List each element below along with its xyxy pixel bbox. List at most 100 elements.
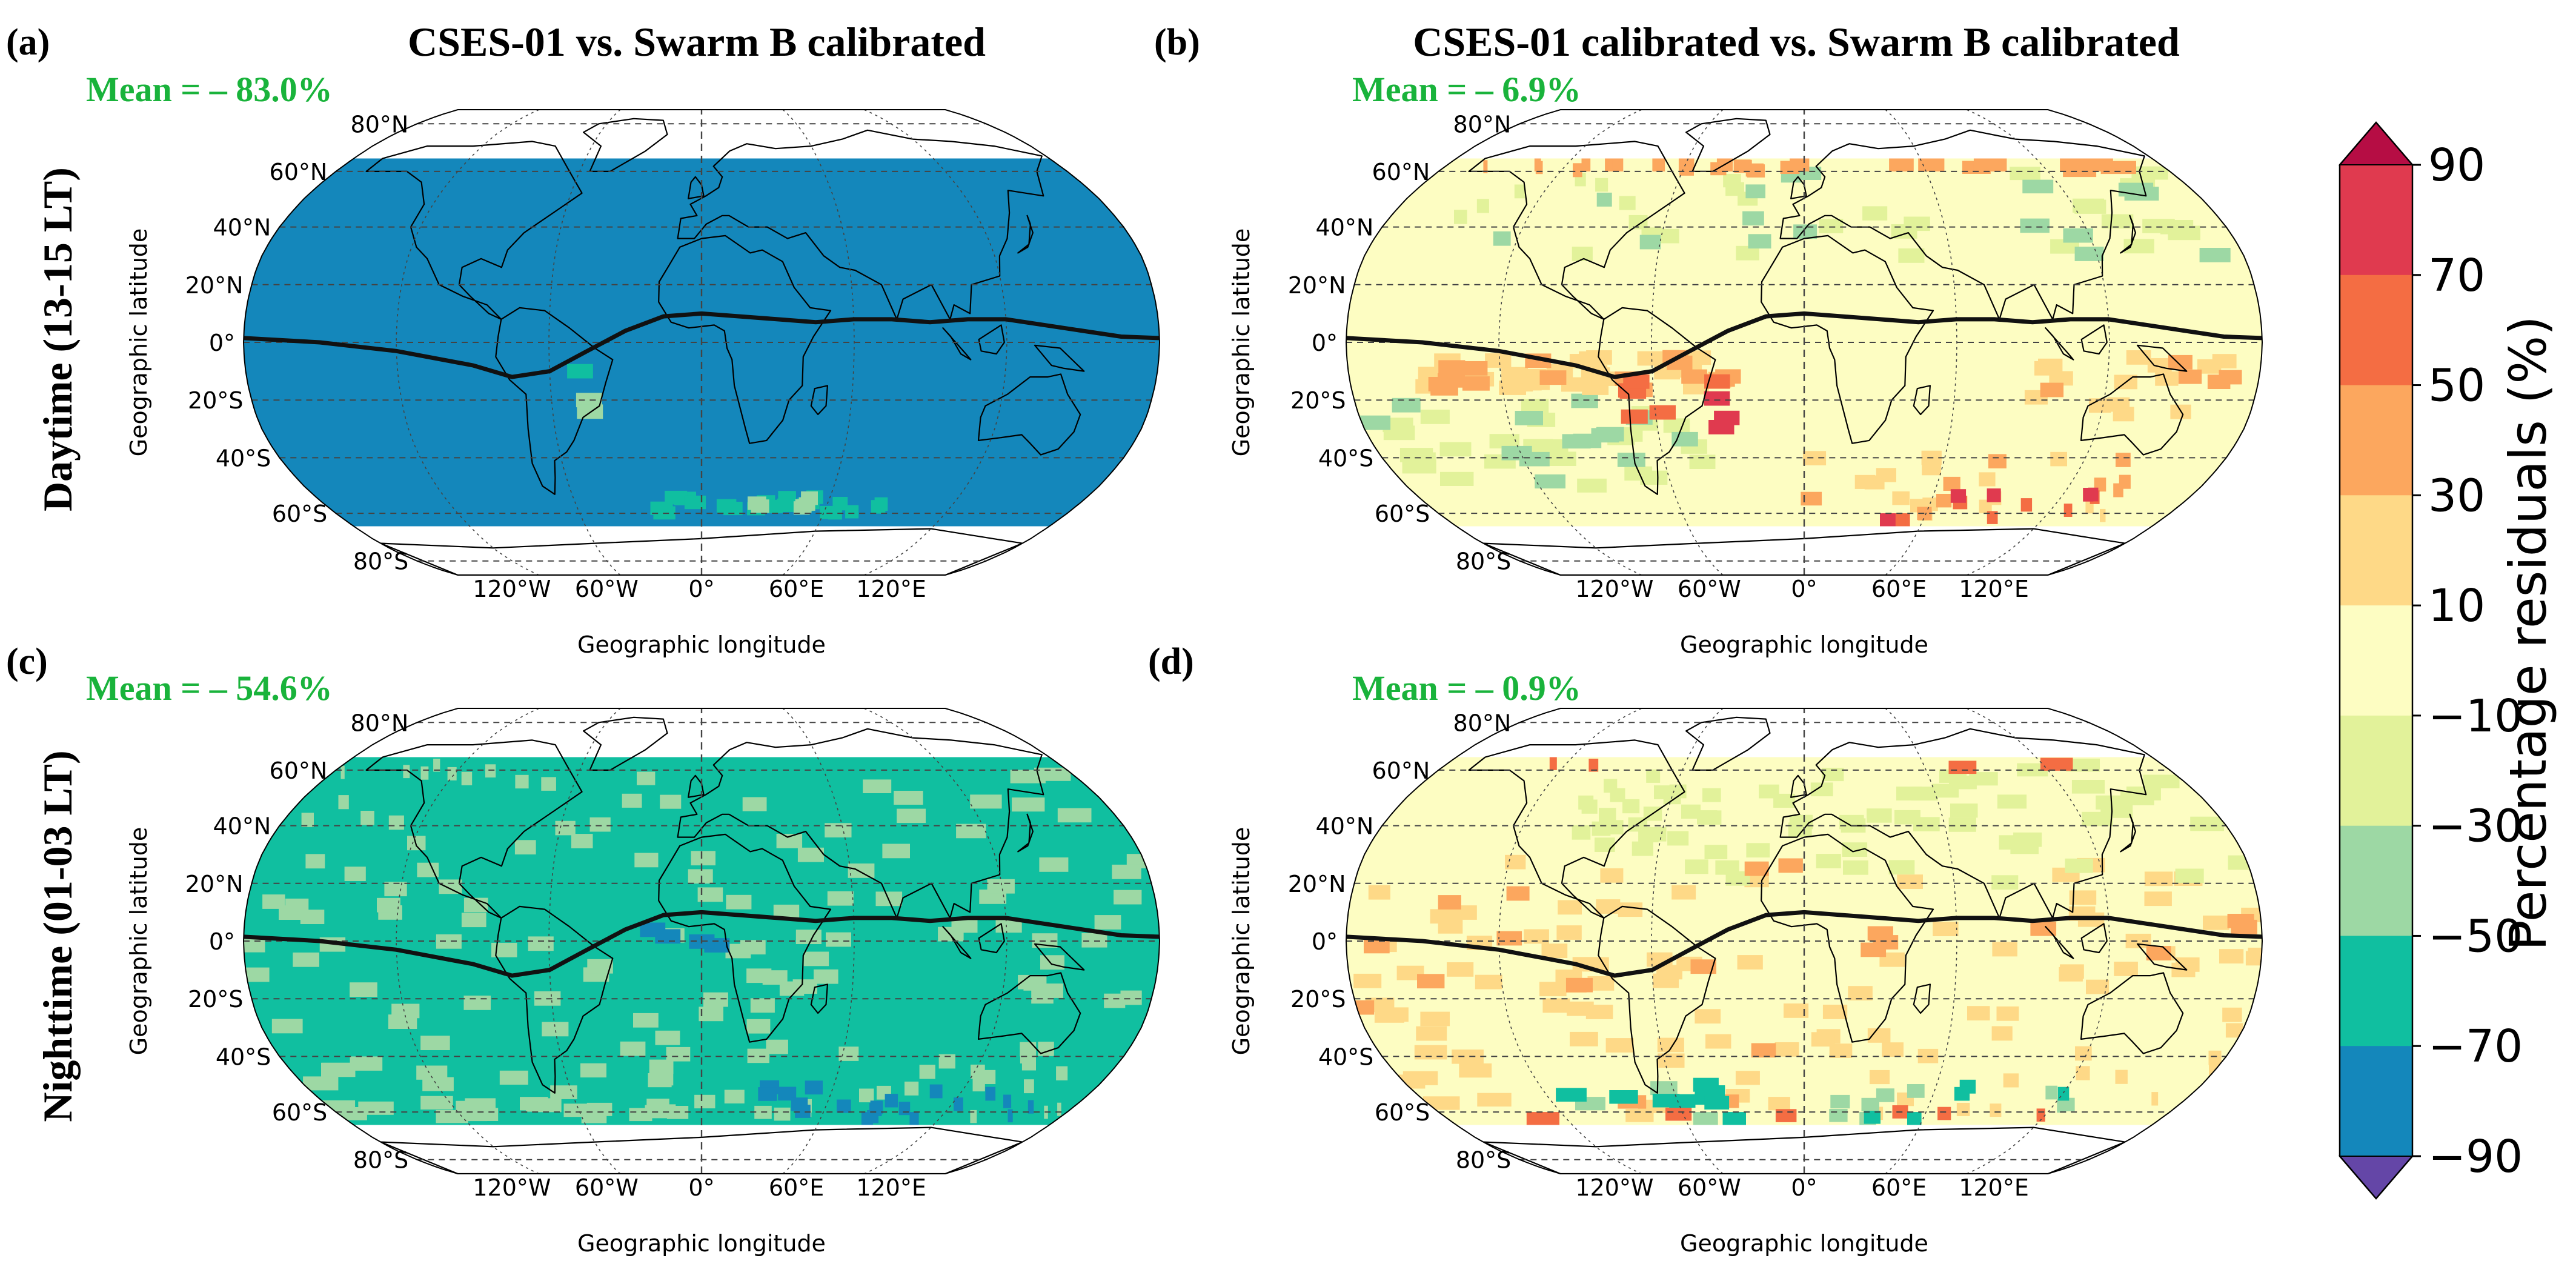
data-cell: [1496, 931, 1522, 946]
lat-tick-label: 60°S: [272, 1099, 327, 1126]
data-cell: [1646, 769, 1661, 783]
data-cell: [1565, 977, 1593, 993]
data-cell: [1595, 837, 1615, 852]
data-cell: [1539, 982, 1567, 997]
title-a: CSES-01 vs. Swarm B calibrated: [408, 19, 986, 65]
colorbar: 90 70 50 30 10 −10 −30 −50 −70 −90: [2338, 121, 2523, 1200]
data-cell: [1588, 759, 1599, 772]
data-cell: [1619, 196, 1636, 210]
data-cell: [1605, 158, 1615, 171]
lon-gridline: [1498, 110, 1642, 575]
data-cell: [1364, 939, 1390, 954]
data-cell: [1024, 1079, 1034, 1094]
data-cell: [1704, 845, 1728, 859]
data-cell: [1704, 1096, 1730, 1110]
data-cell: [972, 1077, 985, 1092]
data-cell: [1057, 1102, 1061, 1116]
data-cell: [1604, 779, 1618, 793]
data-cell: [1950, 489, 1967, 503]
data-cell: [2038, 358, 2063, 373]
lat-tick-label: 40°N: [1316, 215, 1374, 241]
data-cell: [1876, 1088, 1894, 1102]
data-cell: [1094, 915, 1121, 930]
data-cell: [956, 824, 986, 839]
coastline: [2080, 324, 2108, 355]
colorbar-tick-label: 90: [2428, 139, 2485, 191]
data-cell: [2124, 187, 2159, 201]
lon-tick-label: 60°W: [1678, 576, 1741, 602]
data-cell: [262, 894, 285, 909]
data-cell: [909, 1112, 919, 1125]
row-label-daytime: Daytime (13-15 LT): [35, 167, 81, 511]
data-cell: [2209, 1062, 2220, 1076]
data-cell: [1438, 373, 1465, 388]
data-cell: [1882, 1042, 1904, 1057]
data-cell: [1438, 360, 1466, 375]
lon-tick-label: 0°: [688, 1174, 714, 1201]
data-cell: [1505, 854, 1526, 870]
data-cell: [1493, 231, 1511, 246]
lat-tick-label: 60°S: [1375, 1099, 1430, 1126]
data-cell: [542, 1022, 569, 1037]
data-cell: [358, 1101, 394, 1115]
data-cell: [1640, 470, 1668, 485]
coastline: [2045, 926, 2074, 959]
coastline: [2080, 373, 2184, 456]
data-cell: [1907, 1084, 1925, 1098]
data-cell: [344, 867, 366, 881]
lat-tick-label: 60°N: [1372, 757, 1430, 784]
panel-d: 80°N 60°N 40°N 20°N 0° 20°S 40°S 60°S 80°S 120°W 6…: [1228, 668, 2263, 1257]
data-cell: [271, 1019, 303, 1034]
data-cell: [1403, 1071, 1438, 1085]
data-cell: [2074, 199, 2106, 214]
panel-label-a: (a): [6, 22, 50, 63]
colorbar-extend-min: [2338, 1156, 2414, 1200]
map-border: [1345, 708, 2263, 1174]
data-cell: [1888, 860, 1915, 875]
data-cell: [1577, 478, 1607, 493]
data-cell: [828, 506, 842, 520]
data-cell: [1943, 476, 1960, 491]
data-cell: [758, 1087, 777, 1101]
data-cell: [300, 910, 325, 924]
data-cell: [403, 765, 410, 779]
panel-label-c: (c): [6, 641, 48, 682]
coastline: [2080, 923, 2108, 954]
panel-label-b: (b): [1154, 22, 1200, 63]
coastline: [1017, 215, 1034, 254]
data-cell: [894, 791, 923, 805]
data-cell: [2168, 225, 2200, 241]
data-cell: [1514, 184, 1525, 199]
data-cell: [1861, 1097, 1879, 1111]
colorbar-tick-label: −50: [2428, 910, 2523, 962]
data-cell: [1414, 1045, 1447, 1060]
data-cell: [1359, 415, 1391, 430]
magnetic-equator-line: [1346, 910, 2262, 978]
data-cell: [1658, 228, 1679, 244]
data-cell: [826, 932, 851, 947]
data-cell: [1515, 411, 1543, 425]
lon-tick-label: 60°W: [575, 576, 639, 602]
coastline: [1779, 728, 2147, 919]
data-cell: [1936, 494, 1952, 508]
data-cell: [1656, 965, 1682, 980]
data-cell: [825, 823, 852, 837]
data-cell: [1556, 925, 1582, 940]
data-cell: [350, 1056, 383, 1071]
data-cell: [1652, 1094, 1680, 1108]
colorbar-extend-max: [2338, 121, 2414, 165]
data-cell: [885, 1094, 898, 1108]
data-cell: [797, 847, 824, 862]
data-cell: [1489, 434, 1519, 448]
coastline: [583, 118, 668, 172]
data-cell: [1693, 1112, 1718, 1125]
data-cell: [795, 930, 822, 944]
data-cell: [555, 820, 576, 836]
data-cell: [340, 765, 345, 779]
lon-gridline: [863, 708, 1007, 1174]
data-cell: [2228, 855, 2259, 870]
data-cell: [2144, 871, 2173, 887]
data-cell: [1690, 959, 1716, 974]
data-cell: [774, 1107, 791, 1121]
colorbar-tick-label: −10: [2428, 690, 2523, 742]
